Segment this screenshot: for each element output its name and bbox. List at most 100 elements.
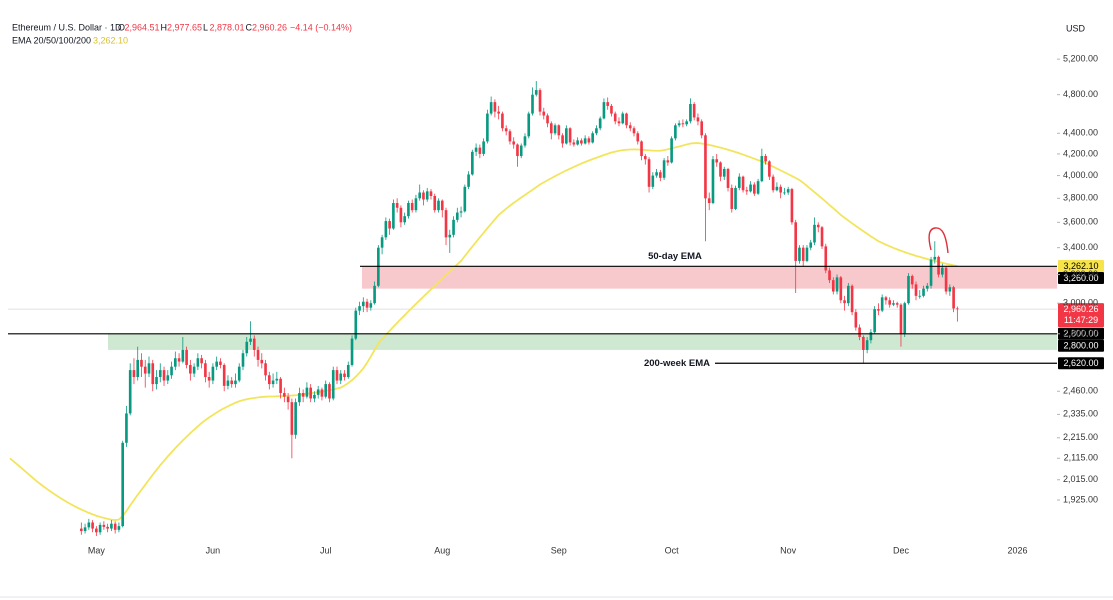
candle-body: [925, 285, 929, 289]
candle-body: [914, 284, 918, 296]
candle-body: [279, 378, 282, 394]
currency: USD: [1066, 23, 1086, 33]
candle-body: [903, 303, 907, 334]
candle-body: [606, 102, 610, 106]
candle-body: [173, 358, 177, 367]
candle-body: [527, 113, 531, 137]
candle-body: [196, 358, 200, 367]
candle-body: [437, 200, 440, 211]
candle-body: [125, 413, 128, 443]
candle-body: [192, 366, 196, 374]
candle-body: [331, 370, 335, 399]
y-tick-label: 4,400.00: [1063, 128, 1098, 138]
candle-body: [305, 387, 309, 397]
candle-body: [320, 389, 324, 397]
candle-body: [756, 181, 760, 194]
candle-body: [298, 393, 301, 403]
candle-body: [252, 338, 256, 350]
candle-body: [617, 121, 621, 124]
candle-body: [568, 128, 572, 143]
candle-body: [862, 336, 865, 350]
candle-body: [87, 522, 91, 528]
candle-body: [504, 128, 508, 132]
candle-body: [444, 210, 448, 238]
candle-body: [128, 370, 132, 414]
candle-body: [813, 224, 816, 243]
candle-body: [591, 133, 594, 143]
candle-body: [602, 102, 606, 119]
candle-body: [380, 237, 384, 248]
candle-body: [264, 363, 267, 376]
y-tick-label: 2,335.00: [1063, 409, 1098, 419]
candle-body: [749, 184, 752, 192]
ohlc-value: 2,964.51: [125, 22, 160, 32]
candle-body: [941, 267, 944, 275]
candle-body: [798, 247, 801, 261]
candle-body: [899, 304, 903, 334]
overlay: 50-day EMA 200-week EMA 3,262.10 3,260.00 2,…: [8, 251, 1104, 370]
candle-body: [226, 380, 230, 386]
candle-body: [711, 159, 715, 204]
ohlc-key: C: [246, 22, 253, 32]
candle-body: [346, 364, 350, 378]
zone: [362, 266, 1057, 289]
candle-body: [482, 141, 485, 154]
candle-body: [632, 128, 636, 134]
candle-body: [489, 102, 493, 114]
candle-body: [583, 138, 587, 144]
candle-body: [715, 159, 719, 163]
ema-line: [9, 142, 958, 521]
candle-body: [850, 285, 854, 313]
candle-body: [80, 528, 83, 532]
candle-body: [267, 375, 271, 385]
candle-body: [610, 105, 613, 114]
candle-body: [425, 191, 429, 200]
candle-body: [328, 384, 331, 399]
y-tick-label: 4,000.00: [1063, 170, 1098, 180]
candle-body: [640, 141, 643, 157]
candle-body: [448, 234, 452, 238]
candle-body: [493, 102, 497, 112]
candle-body: [106, 526, 109, 529]
candle-body: [177, 358, 181, 362]
candle-body: [655, 172, 658, 176]
candle-body: [350, 338, 354, 365]
candle-body: [730, 187, 734, 209]
candle-body: [538, 90, 542, 112]
x-tick-label: Sep: [551, 545, 567, 555]
candle-body: [407, 203, 410, 217]
candle-body: [775, 186, 779, 191]
y-tick-label: 2,115.00: [1064, 453, 1098, 463]
ohlc-value: 2,977.65: [167, 22, 202, 32]
candle-body: [779, 186, 782, 193]
candle-body: [790, 189, 794, 223]
candle-body: [873, 309, 876, 333]
candle-body: [373, 285, 376, 304]
candle-body: [207, 377, 211, 381]
ohlc-value: 2,960.26: [252, 22, 287, 32]
candle-body: [760, 156, 764, 182]
candle-body: [140, 359, 143, 367]
y-tick-label: 4,800.00: [1063, 89, 1098, 99]
candle-body: [143, 366, 147, 374]
candle-body: [471, 151, 474, 175]
candle-body: [147, 363, 151, 374]
candle-body: [384, 221, 388, 238]
candle-body: [557, 125, 561, 136]
candle-body: [794, 222, 798, 261]
candle-body: [636, 133, 640, 142]
candle-body: [478, 147, 482, 154]
candle-body: [565, 128, 568, 144]
candle-body: [824, 246, 828, 271]
candle-body: [294, 402, 297, 435]
candle-body: [132, 370, 136, 378]
candle-body: [952, 287, 955, 309]
candle-body: [403, 216, 406, 223]
candle-body: [884, 297, 888, 301]
candle-body: [410, 203, 414, 211]
candle-body: [692, 104, 696, 118]
candle-body: [839, 277, 843, 301]
candle-body: [234, 380, 237, 385]
